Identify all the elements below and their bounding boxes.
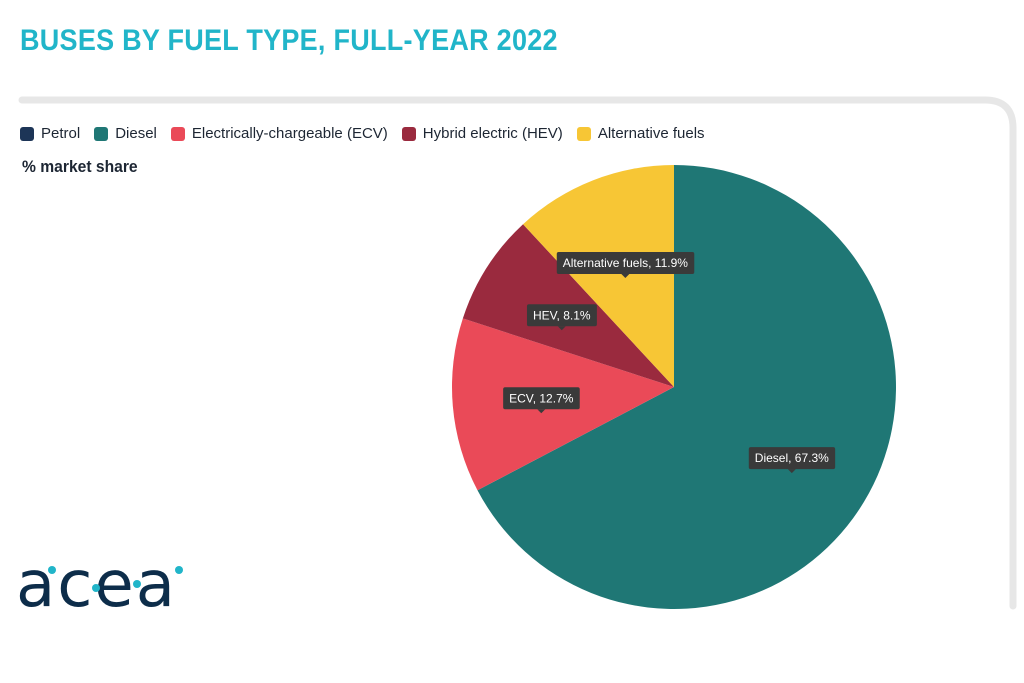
logo-text: acea	[16, 548, 177, 618]
legend-label-diesel: Diesel	[115, 125, 157, 142]
slice-label-pointer	[537, 409, 546, 414]
legend-label-ecv: Electrically-chargeable (ECV)	[191, 125, 388, 142]
logo-dot	[175, 566, 183, 574]
slice-label: HEV, 8.1%	[526, 304, 597, 331]
slice-label-pointer	[621, 274, 630, 279]
legend-swatch-hev	[401, 126, 416, 141]
legend-item-petrol[interactable]: Petrol	[20, 125, 80, 142]
slice-label-text: HEV, 8.1%	[533, 308, 591, 322]
legend-label-alt: Alternative fuels	[597, 125, 705, 142]
pie-slice-alternative-fuels[interactable]	[523, 165, 674, 387]
pie-slice-diesel[interactable]	[477, 165, 896, 609]
chart-subtitle: % market share	[22, 157, 138, 176]
slice-label: ECV, 12.7%	[503, 387, 580, 414]
acea-logo: acea	[16, 548, 183, 618]
slice-label-pointer	[787, 469, 796, 474]
legend: Petrol Diesel Electrically-chargeable (E…	[20, 125, 705, 142]
legend-swatch-ecv	[170, 126, 185, 141]
logo-dot	[133, 580, 141, 588]
slice-label: Diesel, 67.3%	[748, 447, 836, 474]
legend-item-alt[interactable]: Alternative fuels	[576, 125, 705, 142]
slice-label-text: Diesel, 67.3%	[755, 451, 829, 465]
slice-label-box	[556, 252, 695, 275]
slice-label-text: ECV, 12.7%	[509, 391, 574, 405]
logo-dot	[92, 584, 100, 592]
legend-item-ecv[interactable]: Electrically-chargeable (ECV)	[170, 125, 388, 142]
slice-label-box	[748, 447, 836, 470]
legend-item-hev[interactable]: Hybrid electric (HEV)	[401, 125, 563, 142]
legend-item-diesel[interactable]: Diesel	[94, 125, 157, 142]
slice-label-pointer	[557, 326, 566, 331]
slice-label-box	[526, 304, 597, 327]
legend-label-petrol: Petrol	[41, 125, 81, 142]
legend-swatch-alt	[576, 126, 591, 141]
legend-label-hev: Hybrid electric (HEV)	[422, 125, 563, 142]
slice-label-text: Alternative fuels, 11.9%	[563, 256, 689, 270]
logo-dot	[48, 566, 56, 574]
chart-title: BUSES BY FUEL TYPE, FULL-YEAR 2022	[20, 24, 558, 57]
slice-label-box	[503, 387, 580, 410]
legend-swatch-petrol	[20, 126, 34, 141]
slice-label: Alternative fuels, 11.9%	[556, 252, 695, 279]
legend-swatch-diesel	[94, 126, 109, 141]
